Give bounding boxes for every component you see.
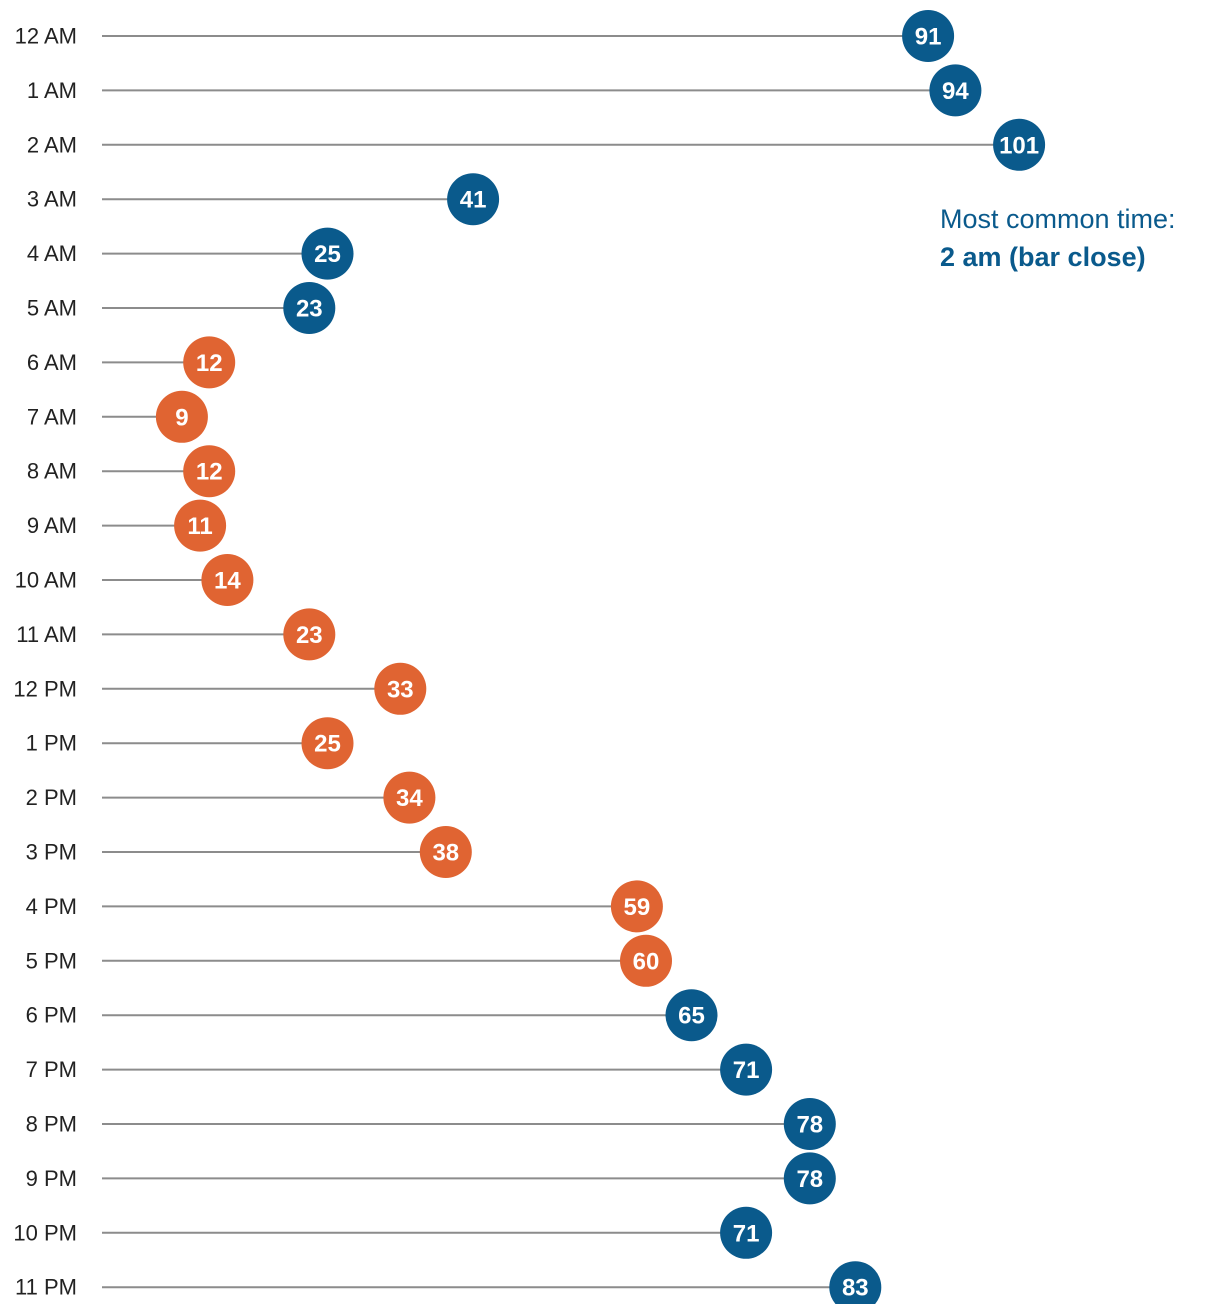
- lollipop-dot: [783, 1098, 836, 1150]
- value-label: 25: [314, 731, 341, 758]
- lollipop-dot: [283, 608, 336, 661]
- annotation-line1: Most common time:: [940, 204, 1176, 234]
- lollipop-dot: [183, 336, 236, 389]
- lollipop-dot: [620, 934, 672, 987]
- category-label: 5 PM: [26, 948, 77, 973]
- value-label: 14: [214, 568, 241, 595]
- category-label: 8 AM: [27, 459, 77, 484]
- category-label: 1 AM: [27, 78, 77, 103]
- lollipop-dot: [155, 390, 208, 443]
- lollipop-dot: [201, 554, 254, 606]
- value-label: 71: [733, 1220, 760, 1247]
- category-label: 6 PM: [26, 1003, 77, 1028]
- category-label: 11 PM: [15, 1275, 77, 1300]
- lollipop-dot: [720, 1206, 773, 1259]
- annotation-line2: 2 am (bar close): [940, 242, 1146, 272]
- lollipop-dot: [183, 445, 236, 498]
- value-label: 12: [196, 350, 223, 377]
- value-label: 101: [999, 132, 1039, 159]
- value-label: 25: [314, 241, 341, 268]
- lollipop-dot: [610, 880, 663, 933]
- value-label: 41: [460, 187, 487, 214]
- lollipop-dot: [301, 717, 354, 770]
- lollipop-dot: [993, 118, 1046, 171]
- category-label: 12 PM: [13, 676, 77, 701]
- category-label: 2 PM: [26, 785, 77, 810]
- value-label: 34: [396, 785, 423, 812]
- lollipop-dot: [665, 989, 718, 1042]
- lollipop-dot: [374, 662, 427, 715]
- lollipop-dot: [783, 1152, 836, 1205]
- value-label: 11: [187, 513, 212, 540]
- value-label: 78: [796, 1112, 823, 1139]
- value-label: 94: [942, 78, 969, 105]
- lollipop-dot: [929, 64, 982, 117]
- lollipop-dot: [447, 173, 500, 226]
- category-label: 3 PM: [26, 840, 77, 865]
- value-label: 78: [796, 1166, 823, 1193]
- annotation: Most common time: 2 am (bar close): [940, 200, 1176, 276]
- value-label: 91: [915, 24, 942, 51]
- category-label: 7 PM: [26, 1057, 77, 1082]
- lollipop-dot: [829, 1261, 882, 1304]
- value-label: 33: [387, 676, 414, 703]
- value-label: 83: [842, 1275, 869, 1302]
- category-label: 11 AM: [16, 622, 77, 647]
- category-label: 2 AM: [27, 132, 77, 157]
- category-label: 7 AM: [27, 404, 77, 429]
- lollipop-dot: [301, 227, 354, 280]
- category-label: 3 AM: [27, 187, 77, 212]
- category-label: 9 PM: [26, 1166, 77, 1191]
- category-label: 9 AM: [27, 513, 77, 538]
- value-label: 23: [296, 296, 323, 323]
- category-label: 6 AM: [27, 350, 77, 375]
- value-label: 23: [296, 622, 323, 649]
- value-label: 12: [196, 459, 223, 486]
- category-label: 4 AM: [27, 241, 77, 266]
- category-label: 8 PM: [26, 1112, 77, 1137]
- value-label: 38: [432, 840, 459, 867]
- category-label: 1 PM: [26, 731, 77, 756]
- value-label: 60: [633, 948, 660, 975]
- value-label: 59: [624, 894, 651, 921]
- lollipop-dot: [174, 499, 227, 552]
- lollipop-dot: [283, 282, 336, 334]
- category-label: 10 AM: [15, 568, 77, 593]
- lollipop-dot: [902, 10, 955, 62]
- category-label: 4 PM: [26, 894, 77, 919]
- value-label: 9: [175, 404, 188, 431]
- category-label: 5 AM: [27, 296, 77, 321]
- category-label: 12 AM: [15, 24, 77, 49]
- value-label: 65: [678, 1003, 705, 1030]
- value-label: 71: [733, 1057, 760, 1084]
- lollipop-dot: [383, 771, 436, 824]
- category-label: 10 PM: [13, 1220, 77, 1245]
- lollipop-dot: [419, 826, 472, 878]
- lollipop-dot: [720, 1043, 773, 1096]
